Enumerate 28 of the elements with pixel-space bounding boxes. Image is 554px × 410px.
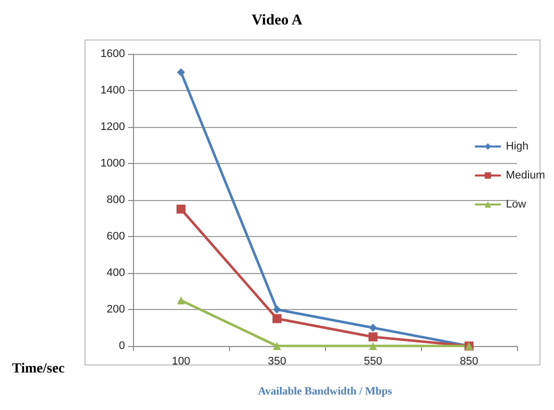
y-tick-label: 1000 — [100, 158, 125, 170]
y-tick-label: 400 — [106, 267, 125, 279]
x-tick-label: 350 — [268, 356, 286, 368]
chart-title: Video A — [252, 12, 303, 28]
y-tick-label: 600 — [106, 230, 125, 242]
x-tick-label: 550 — [364, 356, 382, 368]
point — [273, 342, 281, 350]
y-tick-label: 1200 — [100, 121, 125, 133]
y-tick-label: 1600 — [100, 48, 125, 60]
y-tick-label: 200 — [106, 304, 125, 316]
y-tick-label: 800 — [106, 194, 125, 206]
point — [177, 296, 185, 304]
point — [369, 342, 377, 350]
x-axis-title: Available Bandwidth / Mbps — [258, 386, 393, 398]
y-axis-title: Time/sec — [12, 362, 65, 376]
legend-label: High — [506, 140, 528, 152]
y-tick-label: 0 — [118, 340, 125, 352]
legend-label: Medium — [506, 170, 545, 182]
point — [273, 306, 281, 314]
point — [368, 332, 378, 342]
point — [176, 204, 186, 214]
legend-label: Low — [506, 198, 526, 210]
point — [369, 324, 377, 332]
y-tick-label: 1400 — [100, 84, 125, 96]
x-tick-label: 850 — [460, 356, 478, 368]
point — [177, 68, 185, 76]
point — [272, 314, 282, 324]
x-tick-label: 100 — [172, 356, 190, 368]
